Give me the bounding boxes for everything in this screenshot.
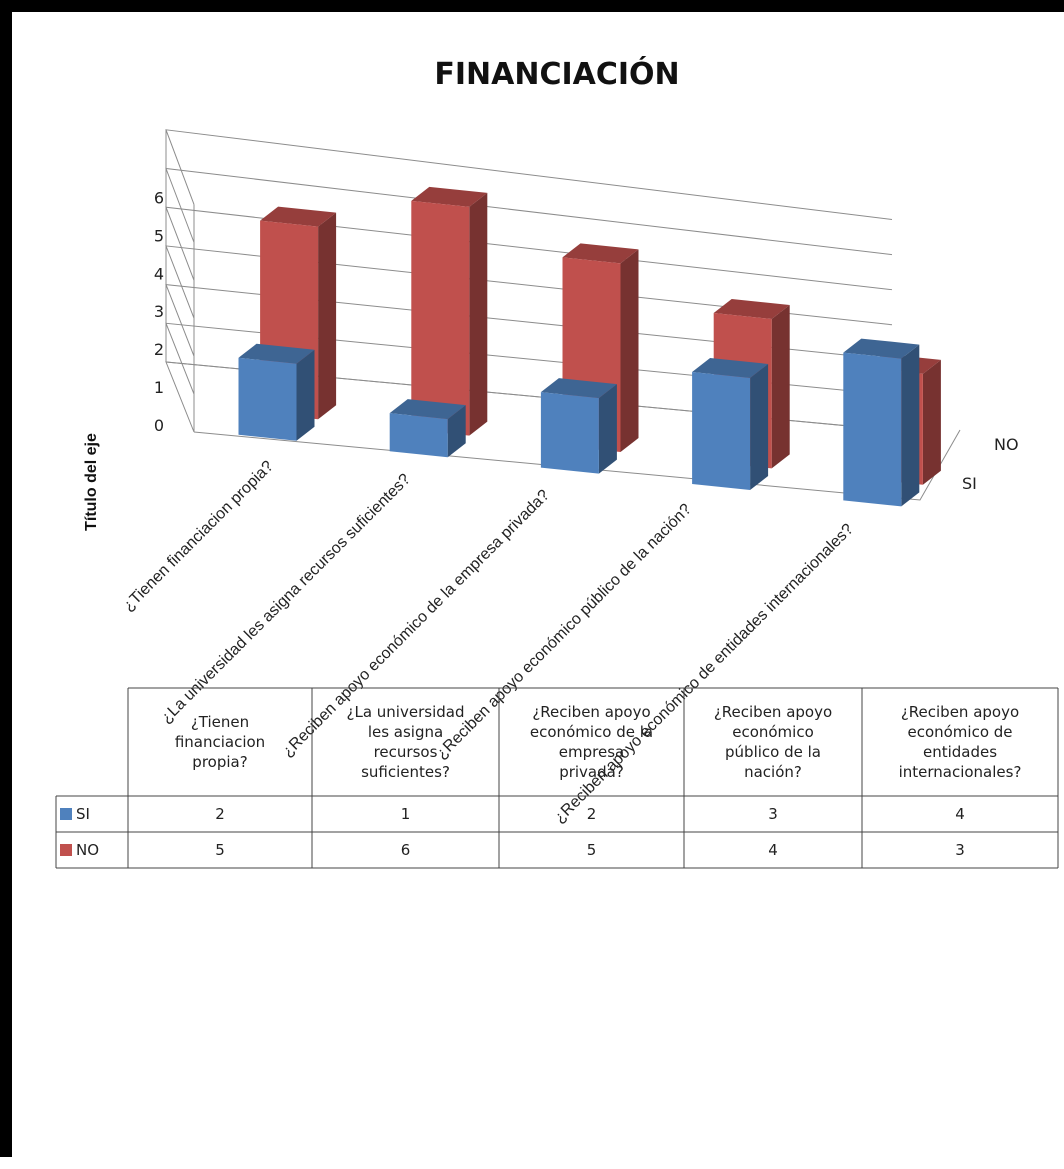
bar-side: [901, 344, 920, 507]
bar-si-2: [389, 399, 466, 458]
bar-top: [238, 343, 315, 364]
bars: [238, 186, 941, 507]
bar-side: [598, 384, 617, 474]
table-header-text: ¿Tienen: [191, 713, 249, 731]
table-header-text: económico de la: [530, 723, 653, 741]
y-tick-label: 2: [154, 340, 164, 359]
bar-side: [296, 349, 315, 441]
table-header-text: ¿Reciben apoyo: [714, 703, 832, 721]
y-tick-label: 0: [154, 416, 164, 435]
legend-key-si: [60, 808, 72, 820]
table-cell-value: 6: [401, 841, 411, 859]
table-cell-value: 5: [587, 841, 597, 859]
gridline-6: [165, 129, 893, 221]
bar-top: [389, 399, 466, 420]
depth-label-si: SI: [962, 474, 977, 493]
table-header-text: empresa: [559, 743, 624, 761]
y-tick-label: 1: [154, 378, 164, 397]
bar-side: [922, 359, 941, 485]
table-header-text: económico de: [907, 723, 1012, 741]
chart-title: FINANCIACIÓN: [434, 55, 679, 92]
table-header-text: nación?: [744, 763, 802, 781]
bar-front: [389, 413, 448, 458]
legend-key-no: [60, 844, 72, 856]
table-header-text: ¿Reciben apoyo: [901, 703, 1019, 721]
bar-front: [540, 392, 599, 474]
y-tick-label: 5: [154, 226, 164, 245]
bar-front: [238, 357, 297, 441]
bar-si-5: [843, 338, 920, 507]
table-header-text: económico: [732, 723, 814, 741]
y-tick-label: 6: [154, 188, 164, 207]
bar-top: [540, 378, 617, 399]
bar-si-3: [540, 378, 617, 474]
depth-label-no: NO: [994, 435, 1019, 454]
category-label-1: ¿Tienen financiacion propia?: [120, 458, 277, 615]
bar-top: [713, 299, 790, 320]
table-header-text: público de la: [725, 743, 821, 761]
table-header-text: entidades: [923, 743, 997, 761]
bar-side: [750, 363, 769, 490]
y-tick-label: 3: [154, 302, 164, 321]
y-axis-title: Título del eje: [83, 433, 100, 531]
table-cell-value: 2: [587, 805, 597, 823]
bar-top: [260, 206, 337, 227]
table-header-text: propia?: [192, 753, 247, 771]
table-header-text: financiacion: [175, 733, 265, 751]
table-cell-value: 3: [955, 841, 965, 859]
bar-top: [562, 243, 639, 264]
bar-top: [843, 338, 920, 359]
table-header-text: privada?: [559, 763, 624, 781]
bar-side: [469, 192, 488, 436]
table-cell-value: 2: [215, 805, 225, 823]
table-cell-value: 5: [215, 841, 225, 859]
bar-top: [692, 357, 769, 378]
bar-side: [318, 212, 337, 420]
y-tick-label: 4: [154, 264, 164, 283]
table-header-text: internacionales?: [899, 763, 1022, 781]
bar-front: [692, 371, 751, 490]
bar-side: [620, 249, 639, 452]
legend-label-si: SI: [76, 805, 90, 823]
table-header-text: ¿La universidad: [347, 703, 465, 721]
legend-label-no: NO: [76, 841, 99, 859]
bar-front: [411, 200, 470, 436]
bar-top: [411, 186, 488, 207]
table-cell-value: 4: [768, 841, 778, 859]
table-header-text: les asigna: [368, 723, 443, 741]
table-header-text: recursos: [374, 743, 438, 761]
table-header-text: suficientes?: [361, 763, 450, 781]
table-cell-value: 3: [768, 805, 778, 823]
data-table: ¿Tienen financiacion propia? ¿La universida…: [55, 687, 1059, 869]
bar-side: [447, 405, 466, 458]
bar-si-1: [238, 343, 315, 441]
table-header-text: ¿Reciben apoyo: [532, 703, 650, 721]
table-cell-value: 4: [955, 805, 965, 823]
bar-no-2: [411, 186, 488, 436]
bar-si-4: [692, 357, 769, 490]
table-cell-value: 1: [401, 805, 411, 823]
bar-side: [771, 305, 790, 469]
bar-front: [843, 352, 902, 507]
